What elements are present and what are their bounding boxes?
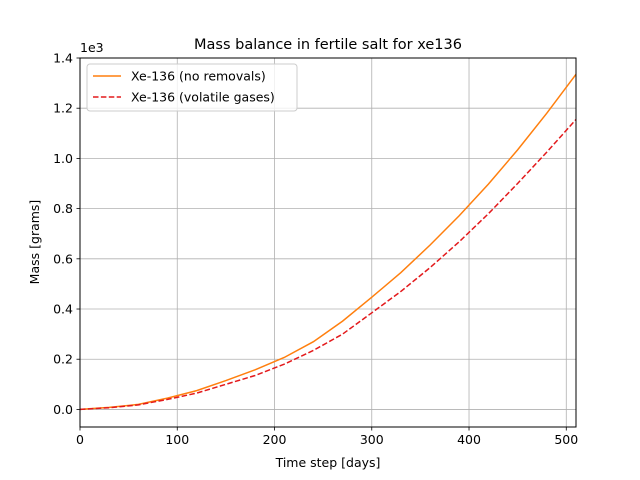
x-tick-label: 100 bbox=[165, 432, 189, 447]
legend-label-no-removals: Xe-136 (no removals) bbox=[131, 69, 266, 84]
axes-frame bbox=[79, 57, 577, 428]
y-tick-label: 0.8 bbox=[53, 201, 73, 216]
chart-title: Mass balance in fertile salt for xe136 bbox=[194, 37, 462, 53]
legend-box bbox=[86, 63, 298, 112]
x-tick-label: 200 bbox=[263, 432, 287, 447]
ticks: 0 100 200 300 400 500 0.0 0.2 0.4 0.6 0.8 1.0 1.2 1.4 bbox=[53, 51, 578, 448]
y-tick-label: 1.4 bbox=[53, 51, 73, 66]
series-line-1 bbox=[79, 118, 577, 411]
x-axis-label: Time step [days] bbox=[275, 455, 381, 470]
x-tick-label: 400 bbox=[457, 432, 481, 447]
y-tick-label: 0.4 bbox=[53, 302, 73, 317]
plot-lines bbox=[79, 73, 577, 411]
x-tick-label: 500 bbox=[554, 432, 578, 447]
y-tick-label: 0.6 bbox=[53, 251, 73, 266]
series-line-0 bbox=[79, 73, 577, 411]
y-tick-label: 1.2 bbox=[53, 101, 73, 116]
y-tick-label: 0.0 bbox=[53, 402, 73, 417]
y-tick-label: 0.2 bbox=[53, 352, 73, 367]
x-tick-label: 0 bbox=[76, 432, 84, 447]
x-tick-label: 300 bbox=[360, 432, 384, 447]
legend-label-volatile-gases: Xe-136 (volatile gases) bbox=[131, 90, 275, 105]
y-offset-label: 1e3 bbox=[80, 40, 104, 55]
legend: Xe-136 (no removals) Xe-136 (volatile ga… bbox=[86, 63, 298, 112]
y-axis-label: Mass [grams] bbox=[27, 200, 42, 285]
y-tick-label: 1.0 bbox=[53, 151, 73, 166]
